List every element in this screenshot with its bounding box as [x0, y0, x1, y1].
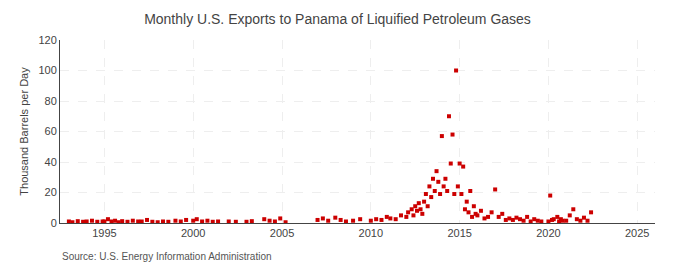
svg-text:Source: U.S. Energy Informatio: Source: U.S. Energy Information Administ… — [62, 251, 272, 262]
svg-text:2020: 2020 — [536, 227, 560, 239]
svg-text:60: 60 — [45, 125, 57, 137]
svg-text:2010: 2010 — [359, 227, 383, 239]
svg-text:Monthly U.S. Exports to Panama: Monthly U.S. Exports to Panama of Liquif… — [144, 11, 531, 27]
svg-text:80: 80 — [45, 95, 57, 107]
svg-text:0: 0 — [51, 217, 57, 229]
svg-text:120: 120 — [38, 34, 56, 46]
svg-text:2000: 2000 — [181, 227, 205, 239]
svg-text:2015: 2015 — [447, 227, 471, 239]
svg-text:20: 20 — [45, 186, 57, 198]
svg-text:1995: 1995 — [92, 227, 116, 239]
svg-text:2025: 2025 — [625, 227, 649, 239]
svg-text:2005: 2005 — [270, 227, 294, 239]
svg-text:100: 100 — [38, 64, 56, 76]
svg-text:40: 40 — [45, 156, 57, 168]
svg-text:Thousand Barrels per Day: Thousand Barrels per Day — [18, 67, 30, 196]
